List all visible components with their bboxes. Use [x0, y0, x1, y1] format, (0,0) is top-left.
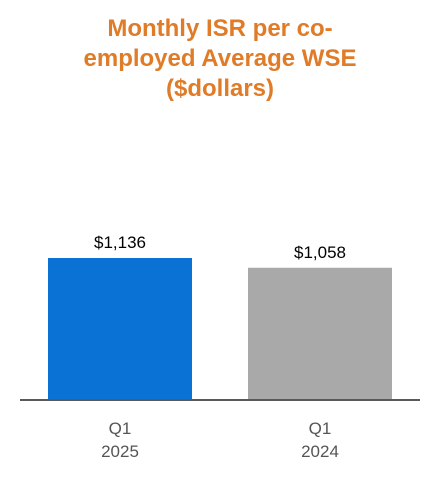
data-label-1: $1,058 [294, 243, 346, 262]
bars-layer [48, 258, 392, 400]
data-label-0: $1,136 [94, 233, 146, 252]
x-tick-label-1-0: Q1 [309, 419, 332, 438]
bar-1 [248, 267, 392, 400]
x-tick-label-1-1: 2024 [301, 442, 339, 461]
chart-title-line-3: ($dollars) [165, 75, 275, 102]
chart-title-line-2: employed Average WSE [83, 45, 357, 72]
chart-title: Monthly ISR per co- employed Average WSE… [0, 14, 440, 104]
labels-layer: $1,136 Q1 2025 $1,058 Q1 2024 [94, 233, 346, 461]
x-tick-label-0-0: Q1 [109, 419, 132, 438]
bar-0 [48, 258, 192, 400]
chart-title-line-1: Monthly ISR per co- [107, 15, 333, 42]
x-tick-label-0-1: 2025 [101, 442, 139, 461]
